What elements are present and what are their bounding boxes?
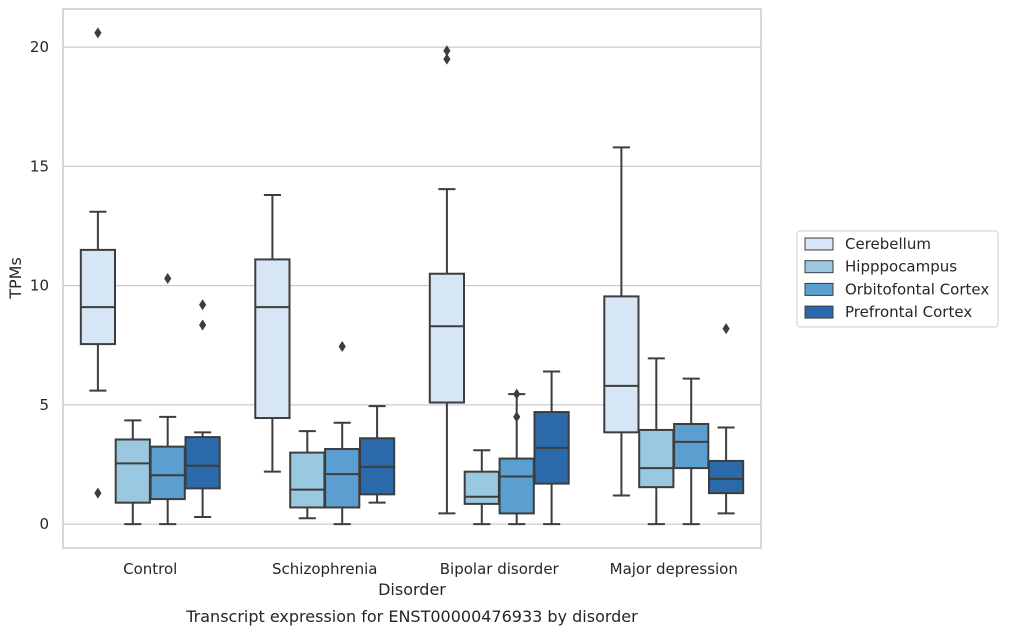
box-group xyxy=(79,27,117,499)
grid xyxy=(63,46,761,525)
box-group xyxy=(638,357,675,526)
legend-swatch xyxy=(804,305,834,319)
outlier-marker xyxy=(338,340,346,352)
legend: Cerebellum Hipppocampus Orbitofontal Corte… xyxy=(796,230,999,328)
legend-frame xyxy=(796,230,999,328)
legend-swatch xyxy=(804,282,834,296)
outlier-marker xyxy=(513,411,521,423)
box-iqr xyxy=(498,457,535,515)
x-tick-label: Bipolar disorder xyxy=(440,560,560,578)
box-iqr xyxy=(289,451,326,509)
legend-label: Hipppocampus xyxy=(845,258,957,276)
box-iqr xyxy=(254,258,291,420)
box-group xyxy=(533,370,570,526)
box-iqr xyxy=(114,438,151,504)
box-group xyxy=(184,299,221,518)
box-iqr xyxy=(638,428,675,489)
legend-label: Cerebellum xyxy=(845,235,931,253)
x-tick-label: Schizophrenia xyxy=(272,560,377,578)
legend-swatch xyxy=(804,260,834,274)
y-tick-labels: 0 5 10 15 20 xyxy=(30,38,49,533)
box-iqr xyxy=(673,422,710,470)
box-iqr xyxy=(463,470,500,505)
outlier-marker xyxy=(443,45,451,57)
box-iqr xyxy=(324,448,361,509)
box-group xyxy=(603,146,640,497)
box-group xyxy=(673,377,710,526)
outlier-marker xyxy=(513,388,521,400)
box-iqr xyxy=(184,436,221,490)
outlier-marker xyxy=(94,487,102,499)
y-tick-label: 0 xyxy=(39,515,49,533)
box-group xyxy=(114,419,151,526)
box-iqr xyxy=(428,272,466,404)
boxes xyxy=(79,27,745,526)
box-group xyxy=(428,45,466,515)
outlier-marker xyxy=(199,319,207,331)
x-tick-labels: Control Schizophrenia Bipolar disorder Majo… xyxy=(123,560,738,578)
box-group xyxy=(324,340,361,526)
x-tick-label: Major depression xyxy=(610,560,738,578)
y-axis-label: TPMs xyxy=(6,257,25,300)
box-group xyxy=(254,194,291,473)
legend-swatch xyxy=(804,237,834,251)
y-tick-label: 20 xyxy=(30,38,49,56)
outlier-marker xyxy=(443,53,451,65)
box-group xyxy=(498,388,535,526)
y-tick-label: 15 xyxy=(30,157,49,175)
box-group xyxy=(289,430,326,520)
box-group xyxy=(358,405,396,504)
outlier-marker xyxy=(722,323,730,335)
box-iqr xyxy=(707,459,745,495)
box-iqr xyxy=(79,248,117,346)
box-group xyxy=(707,323,745,515)
box-iqr xyxy=(603,295,640,434)
outlier-marker xyxy=(199,299,207,311)
chart-caption: Transcript expression for ENST0000047693… xyxy=(185,607,638,626)
y-tick-label: 10 xyxy=(30,277,49,295)
box-group xyxy=(149,273,186,526)
x-tick-label: Control xyxy=(123,560,177,578)
outlier-marker xyxy=(164,273,172,284)
y-tick-label: 5 xyxy=(39,396,49,414)
plot-frame xyxy=(62,8,762,549)
x-axis-label: Disorder xyxy=(378,580,446,599)
legend-label: Orbitofontal Cortex xyxy=(845,280,989,298)
legend-label: Prefrontal Cortex xyxy=(845,303,972,321)
box-iqr xyxy=(149,445,186,501)
outlier-marker xyxy=(94,27,102,39)
